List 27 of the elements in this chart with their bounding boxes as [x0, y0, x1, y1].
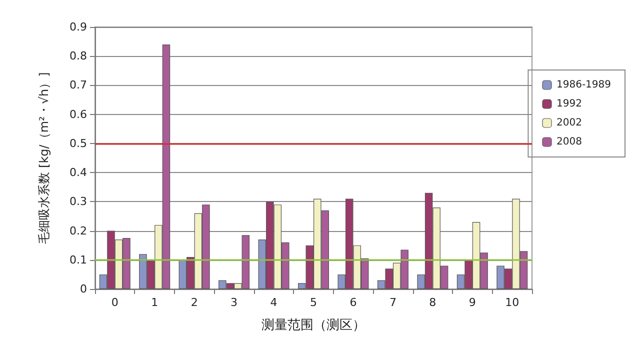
y-tick-label: 0.6 — [70, 108, 87, 121]
x-tick-label: 10 — [505, 296, 520, 309]
y-tick-label: 0 — [80, 282, 87, 296]
y-tick-label: 0.2 — [70, 224, 87, 238]
legend-label: 1992 — [556, 98, 582, 110]
x-tick-label: 8 — [429, 296, 436, 309]
x-axis-title: 测量范围（测区） — [262, 318, 366, 333]
x-tick-label: 7 — [389, 296, 396, 309]
y-tick-label: 0.3 — [70, 195, 87, 208]
y-tick-label: 0.5 — [70, 136, 87, 150]
y-tick-label: 0.8 — [70, 50, 87, 63]
x-tick-label: 6 — [350, 296, 357, 309]
legend-label: 1986-1989 — [556, 80, 612, 90]
x-tick-label: 1 — [151, 296, 158, 309]
x-tick-label: 4 — [270, 296, 278, 309]
y-tick-label: 0.9 — [70, 20, 87, 34]
y-tick-label: 0.7 — [70, 78, 87, 92]
legend-label: 2002 — [556, 118, 582, 128]
x-tick-label: 2 — [190, 296, 198, 309]
y-tick-label: 0.1 — [70, 253, 87, 266]
y-tick-label: 0.4 — [70, 166, 87, 180]
x-tick-label: 9 — [468, 296, 476, 309]
x-tick-label: 5 — [310, 296, 317, 309]
legend-label: 2008 — [556, 136, 582, 148]
y-axis-title: 毛细吸水系数 [kg/（m²・√h）] — [37, 72, 51, 244]
x-tick-label: 3 — [230, 296, 238, 309]
x-tick-label: 0 — [111, 296, 118, 309]
